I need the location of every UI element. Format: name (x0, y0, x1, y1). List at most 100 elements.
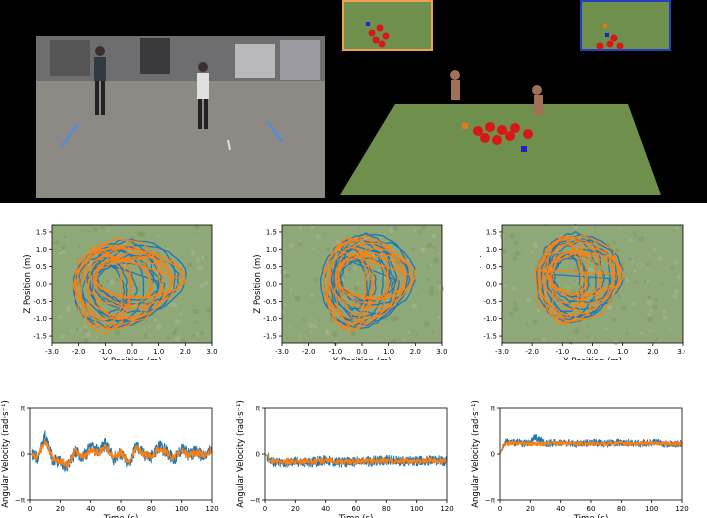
grass-speck (61, 250, 66, 255)
grass-speck (670, 266, 674, 270)
grass-speck (152, 335, 156, 338)
x-tick-label: 60 (352, 505, 361, 513)
y-axis-label: Angular Velocity (rad·s⁻¹) (236, 400, 246, 508)
grass-speck (137, 231, 144, 237)
grass-speck (526, 297, 531, 302)
red-spheres (473, 122, 533, 145)
grass-speck (621, 305, 627, 311)
grass-speck (61, 245, 66, 250)
y-tick-label: -1.5 (263, 333, 277, 341)
grass-speck (143, 326, 146, 329)
x-tick-label: 20 (56, 505, 65, 513)
grass-speck (648, 329, 652, 333)
grass-speck (628, 238, 633, 243)
grass-speck (77, 244, 81, 248)
grass-speck (631, 260, 635, 263)
grass-speck (286, 336, 289, 340)
grass-speck (115, 329, 121, 336)
grass-speck (657, 255, 663, 261)
x-tick-label: -1.0 (98, 348, 112, 356)
x-tick-label: -2.0 (72, 348, 86, 356)
y-tick-label: 0.5 (36, 263, 47, 271)
grass-speck (515, 251, 520, 256)
plot-background-grass (282, 225, 442, 343)
y-tick-label: -0.5 (263, 298, 277, 306)
grass-speck (179, 312, 183, 316)
grass-speck (145, 318, 148, 322)
grass-speck (647, 295, 651, 299)
grass-speck (388, 227, 395, 234)
grass-speck (346, 266, 353, 272)
y-tick-label: -1.5 (33, 333, 47, 341)
grass-speck (288, 242, 295, 249)
inset-right (580, 0, 671, 51)
grass-speck (355, 281, 360, 285)
y-axis-label: Z Position (m) (253, 254, 263, 313)
grass-speck (390, 316, 397, 322)
grass-speck (421, 224, 427, 230)
grass-speck (647, 285, 650, 288)
grass-speck (418, 230, 423, 234)
y-tick-label: 0.5 (266, 263, 277, 271)
series-group (30, 430, 212, 472)
grass-speck (353, 285, 360, 292)
grass-speck (147, 334, 150, 337)
grass-speck (437, 315, 441, 319)
grass-speck (426, 278, 430, 282)
y-tick-label: -1.0 (33, 315, 47, 323)
grass-speck (157, 234, 160, 238)
grass-speck (289, 287, 293, 292)
grass-speck (58, 252, 63, 256)
grass-speck (203, 281, 209, 286)
series-group (500, 433, 682, 455)
grass-speck (407, 259, 410, 262)
grass-speck (624, 278, 630, 283)
grass-speck (407, 330, 412, 335)
grass-speck (153, 318, 158, 322)
grass-speck (196, 334, 200, 337)
grass-speck (576, 279, 579, 282)
y-axis-label: Angular Velocity (rad·s⁻¹) (1, 400, 11, 508)
grass-speck (640, 331, 644, 336)
y-tick-label: 0.0 (486, 281, 497, 289)
grass-speck (428, 263, 432, 268)
x-tick-label: 0.0 (356, 348, 367, 356)
grass-speck (432, 257, 439, 264)
grass-speck (426, 242, 433, 249)
grass-speck (298, 239, 302, 243)
grass-speck (593, 225, 597, 229)
grass-speck (75, 257, 79, 260)
grass-speck (438, 251, 442, 255)
y-tick-label: −π (15, 497, 26, 505)
y-tick-label: π (21, 405, 26, 413)
lab-photo (36, 36, 325, 198)
series-group (72, 238, 187, 335)
grass-speck (310, 331, 313, 334)
grass-speck (415, 287, 418, 290)
grass-speck (512, 286, 517, 291)
grass-speck (310, 224, 315, 229)
grass-speck (172, 303, 178, 308)
grass-speck (599, 310, 603, 313)
person-left-icon (94, 46, 106, 115)
grass-speck (676, 274, 682, 280)
grass-speck (192, 305, 195, 308)
grass-speck (155, 324, 162, 331)
grass-speck (428, 289, 435, 296)
series-line-orange (30, 438, 212, 469)
grass-speck (79, 305, 82, 308)
grass-speck (411, 303, 418, 309)
grass-speck (649, 309, 653, 312)
grass-speck (313, 324, 318, 329)
grass-speck (199, 330, 205, 335)
grass-speck (615, 248, 620, 253)
grass-speck (66, 305, 72, 311)
grass-speck (186, 262, 192, 268)
y-tick-label: 1.5 (36, 228, 47, 236)
grass-speck (662, 309, 667, 314)
grass-speck (197, 264, 203, 271)
grass-speck (284, 303, 288, 307)
series-group (320, 232, 417, 332)
grass-speck (341, 274, 346, 279)
